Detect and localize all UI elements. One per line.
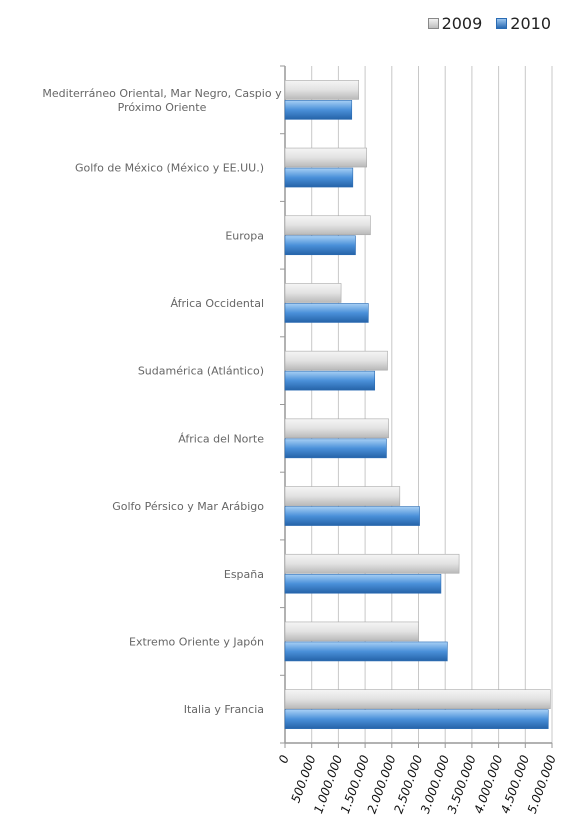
legend: 2009 2010 (427, 14, 551, 33)
bar-2009 (284, 80, 359, 100)
bar-2010 (284, 370, 376, 391)
category-label: Próximo Oriente (118, 101, 207, 114)
bar-2009 (284, 486, 401, 506)
category-label: Golfo de México (México y EE.UU.) (75, 162, 264, 175)
bar-2009 (284, 418, 389, 439)
bar-2010 (284, 235, 356, 256)
category-label: Europa (225, 229, 264, 242)
bar-2009 (284, 147, 368, 168)
bar-2010 (284, 573, 442, 594)
bar-2010 (284, 438, 387, 459)
bar-2009 (284, 689, 551, 709)
legend-item-2009: 2009 (427, 14, 483, 33)
legend-swatch-2010 (496, 18, 508, 29)
legend-label-2010: 2010 (510, 14, 551, 33)
bar-2010 (284, 641, 448, 662)
x-tick-label: 500.000 (288, 753, 318, 805)
bar-2010 (284, 709, 549, 729)
bar-2009 (284, 215, 371, 236)
x-tick-label: 0 (276, 753, 292, 765)
legend-label-2009: 2009 (441, 14, 483, 33)
bar-2009 (284, 621, 419, 642)
bar-2009 (284, 553, 460, 574)
category-label: Extremo Oriente y Japón (129, 635, 264, 648)
legend-swatch-2009 (427, 18, 439, 29)
bar-2010 (284, 167, 354, 188)
bar-2009 (284, 283, 342, 303)
category-label: Mediterráneo Oriental, Mar Negro, Caspio… (42, 87, 282, 100)
bar-2010 (284, 100, 353, 120)
category-label: España (224, 568, 264, 581)
category-label: Sudamérica (Atlántico) (138, 365, 264, 378)
category-label: Italia y Francia (184, 703, 264, 716)
bar-2010 (284, 506, 420, 526)
category-label: África del Norte (178, 432, 264, 445)
bar-2010 (284, 303, 369, 323)
category-label: Golfo Pérsico y Mar Arábigo (112, 500, 264, 513)
legend-item-2010: 2010 (496, 14, 551, 33)
bar-2009 (284, 350, 388, 371)
category-label: África Occidental (170, 297, 264, 310)
